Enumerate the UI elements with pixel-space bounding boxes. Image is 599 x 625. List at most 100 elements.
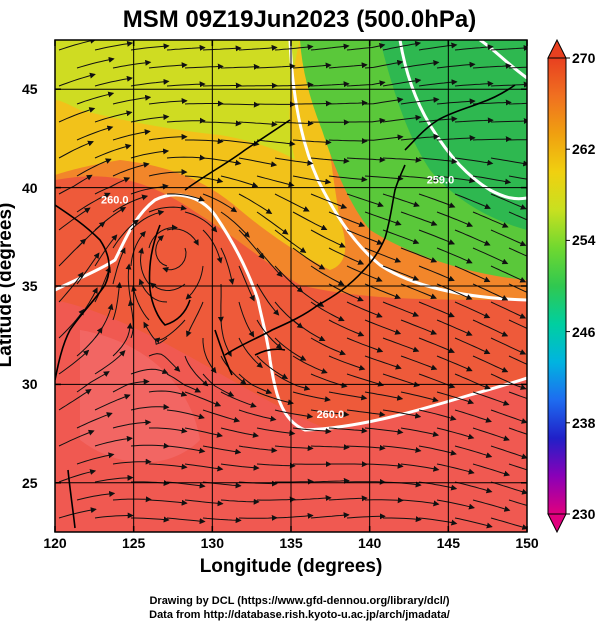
yellow-green-zone bbox=[55, 40, 300, 160]
streamline bbox=[138, 278, 168, 303]
streamline bbox=[328, 247, 365, 265]
streamline bbox=[94, 393, 131, 411]
streamline bbox=[454, 337, 491, 355]
streamline bbox=[239, 82, 278, 89]
streamline bbox=[346, 373, 385, 387]
streamline bbox=[382, 445, 422, 453]
streamline bbox=[508, 247, 527, 257]
streamline bbox=[383, 516, 422, 523]
streamline bbox=[418, 445, 457, 456]
streamline bbox=[256, 63, 296, 70]
coastlines bbox=[55, 84, 516, 529]
streamline bbox=[148, 204, 187, 213]
colorbar-tick-label: 230 bbox=[572, 506, 596, 522]
streamline bbox=[58, 429, 95, 447]
streamline bbox=[220, 355, 247, 385]
streamline bbox=[58, 349, 90, 375]
x-tick-label: 125 bbox=[121, 535, 146, 551]
streamline bbox=[58, 174, 93, 195]
streamline bbox=[364, 134, 404, 141]
coast-china-east bbox=[55, 204, 110, 381]
streamline bbox=[112, 419, 152, 429]
streamline bbox=[274, 409, 314, 420]
streamline bbox=[130, 368, 169, 375]
contour-label: 260.0 bbox=[317, 409, 345, 421]
streamline bbox=[76, 252, 100, 285]
streamline bbox=[400, 247, 438, 263]
contour-top-right bbox=[479, 40, 527, 80]
streamline bbox=[153, 319, 186, 344]
streamline bbox=[148, 168, 188, 177]
coast-manchuria bbox=[184, 119, 291, 191]
streamline bbox=[346, 156, 386, 163]
streamline bbox=[220, 391, 257, 408]
streamline bbox=[220, 175, 259, 188]
streamline bbox=[274, 445, 314, 452]
streamline bbox=[293, 100, 332, 107]
streamline bbox=[472, 463, 511, 477]
streamline bbox=[382, 114, 422, 123]
streamline bbox=[112, 94, 152, 105]
streamline bbox=[400, 96, 440, 105]
x-tick-label: 130 bbox=[200, 535, 225, 551]
streamline bbox=[490, 337, 527, 355]
streamline bbox=[166, 517, 206, 525]
streamline bbox=[436, 247, 473, 264]
streamline bbox=[130, 43, 170, 51]
streamline bbox=[220, 319, 232, 357]
streamline bbox=[185, 265, 204, 300]
colorbar-tick-label: 262 bbox=[572, 141, 596, 158]
streamline bbox=[508, 463, 527, 471]
streamline bbox=[256, 319, 283, 350]
streamline bbox=[238, 44, 278, 51]
streamline bbox=[112, 162, 150, 177]
coast-hokkaido bbox=[404, 84, 516, 151]
streamline bbox=[202, 45, 242, 52]
streamline bbox=[382, 229, 420, 245]
streamline bbox=[400, 60, 440, 69]
streamline bbox=[184, 463, 224, 472]
colorbar bbox=[547, 38, 570, 534]
streamline bbox=[436, 391, 475, 405]
streamline bbox=[328, 427, 368, 434]
streamline bbox=[472, 136, 512, 143]
streamline bbox=[130, 442, 170, 449]
streamline bbox=[310, 477, 350, 484]
streamline bbox=[292, 175, 332, 185]
streamline bbox=[256, 139, 296, 147]
streamline bbox=[202, 157, 242, 166]
streamline bbox=[310, 409, 350, 418]
streamline bbox=[382, 301, 420, 317]
streamline bbox=[130, 78, 170, 87]
streamline bbox=[436, 499, 475, 510]
streamline bbox=[472, 247, 509, 265]
streamline bbox=[346, 513, 386, 520]
streamline bbox=[436, 319, 473, 336]
colorbar-tick-label: 238 bbox=[572, 414, 596, 431]
streamline bbox=[238, 337, 263, 369]
contour-260-west bbox=[55, 193, 272, 361]
x-tick-label: 145 bbox=[436, 535, 461, 551]
streamline bbox=[490, 373, 527, 390]
coast-shikoku bbox=[254, 348, 286, 356]
streamline bbox=[490, 445, 527, 460]
streamline bbox=[131, 285, 150, 321]
streamline bbox=[400, 463, 440, 472]
streamline bbox=[148, 499, 188, 506]
colorbar-tick-label: 254 bbox=[572, 232, 596, 249]
streamline bbox=[112, 322, 133, 357]
streamline bbox=[184, 100, 224, 107]
streamline bbox=[382, 373, 420, 388]
streamline bbox=[454, 44, 494, 51]
streamline bbox=[76, 158, 112, 177]
streamline bbox=[148, 133, 188, 141]
streamline bbox=[364, 355, 402, 370]
streamline bbox=[310, 444, 350, 451]
streamline bbox=[94, 435, 133, 447]
streamline bbox=[490, 409, 527, 424]
streamline bbox=[346, 337, 384, 353]
streamline bbox=[149, 427, 188, 434]
streamline bbox=[184, 391, 222, 407]
streamline bbox=[436, 175, 476, 184]
coast-korea bbox=[148, 224, 191, 326]
